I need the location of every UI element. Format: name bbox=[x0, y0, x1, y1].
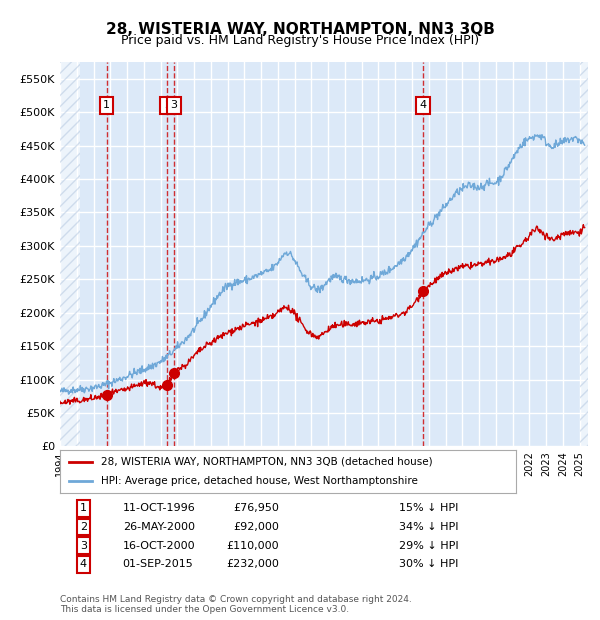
Text: HPI: Average price, detached house, West Northamptonshire: HPI: Average price, detached house, West… bbox=[101, 476, 418, 485]
Text: This data is licensed under the Open Government Licence v3.0.: This data is licensed under the Open Gov… bbox=[60, 604, 349, 614]
Text: £232,000: £232,000 bbox=[226, 559, 279, 569]
Text: 16-OCT-2000: 16-OCT-2000 bbox=[122, 541, 195, 551]
Text: 2: 2 bbox=[80, 522, 87, 532]
Text: Contains HM Land Registry data © Crown copyright and database right 2024.: Contains HM Land Registry data © Crown c… bbox=[60, 595, 412, 604]
Text: 4: 4 bbox=[80, 559, 87, 569]
Text: 4: 4 bbox=[419, 100, 427, 110]
Text: 34% ↓ HPI: 34% ↓ HPI bbox=[400, 522, 459, 532]
Text: 3: 3 bbox=[80, 541, 87, 551]
Text: 01-SEP-2015: 01-SEP-2015 bbox=[122, 559, 193, 569]
Bar bbox=[60, 62, 72, 446]
Text: £92,000: £92,000 bbox=[233, 522, 279, 532]
Text: 11-OCT-1996: 11-OCT-1996 bbox=[122, 503, 196, 513]
Bar bbox=[60, 62, 80, 446]
Text: 26-MAY-2000: 26-MAY-2000 bbox=[122, 522, 194, 532]
Text: 28, WISTERIA WAY, NORTHAMPTON, NN3 3QB: 28, WISTERIA WAY, NORTHAMPTON, NN3 3QB bbox=[106, 22, 494, 37]
Bar bbox=[580, 62, 588, 446]
Text: 30% ↓ HPI: 30% ↓ HPI bbox=[400, 559, 458, 569]
Text: 3: 3 bbox=[170, 100, 178, 110]
Text: 28, WISTERIA WAY, NORTHAMPTON, NN3 3QB (detached house): 28, WISTERIA WAY, NORTHAMPTON, NN3 3QB (… bbox=[101, 457, 433, 467]
Text: 29% ↓ HPI: 29% ↓ HPI bbox=[400, 541, 459, 551]
Text: 1: 1 bbox=[80, 503, 87, 513]
Text: £110,000: £110,000 bbox=[227, 541, 279, 551]
Text: 1: 1 bbox=[103, 100, 110, 110]
Text: Price paid vs. HM Land Registry's House Price Index (HPI): Price paid vs. HM Land Registry's House … bbox=[121, 34, 479, 47]
Text: £76,950: £76,950 bbox=[233, 503, 279, 513]
Text: 15% ↓ HPI: 15% ↓ HPI bbox=[400, 503, 458, 513]
Text: 2: 2 bbox=[164, 100, 171, 110]
